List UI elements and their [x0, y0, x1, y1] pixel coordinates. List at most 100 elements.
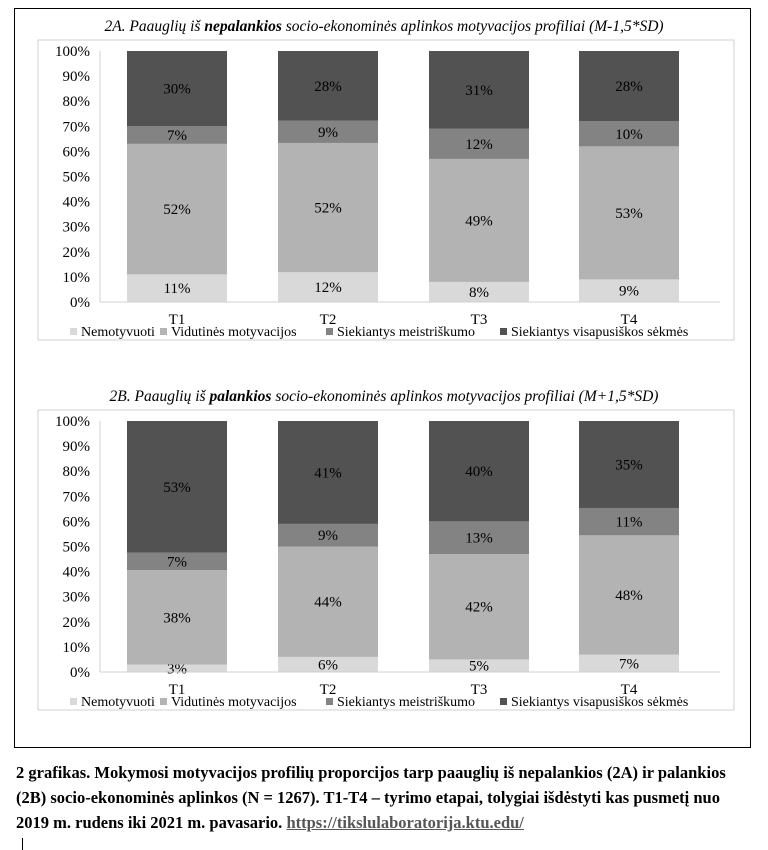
y-tick-label: 0%	[70, 665, 90, 681]
data-label: 8%	[469, 285, 489, 301]
chart-title: 2A. Paauglių iš nepalankios socio-ekonom…	[104, 18, 663, 35]
legend-label: Nemotyvuoti	[81, 325, 155, 340]
bar-segment	[579, 507, 679, 536]
chart-title-part: 2A. Paauglių iš	[104, 18, 204, 35]
legend-swatch	[160, 698, 167, 705]
y-tick-label: 30%	[63, 590, 91, 606]
bar-segment	[579, 654, 679, 672]
data-label: 11%	[164, 281, 191, 297]
bar-segment	[429, 659, 529, 672]
y-tick-label: 20%	[63, 615, 91, 631]
data-label: 28%	[314, 79, 342, 95]
bar-segment	[579, 121, 679, 147]
legend-label: Siekiantys visapusiškos sėkmės	[511, 325, 688, 340]
chart-title-part: nepalankios	[204, 18, 282, 35]
bar-segment	[579, 279, 679, 302]
data-label: 53%	[615, 206, 643, 222]
bar-segment	[429, 421, 529, 522]
y-tick-label: 100%	[55, 414, 90, 430]
bar-segment	[127, 51, 227, 127]
bar-segment	[278, 142, 378, 273]
bar-segment	[278, 120, 378, 143]
y-tick-label: 40%	[63, 565, 91, 581]
y-tick-label: 80%	[63, 94, 91, 110]
legend-swatch	[326, 698, 333, 705]
y-tick-label: 0%	[70, 295, 90, 311]
caption-text: 2 grafikas. Mokymosi motyvacijos profili…	[16, 763, 726, 832]
legend-swatch	[70, 328, 77, 335]
bar-segment	[429, 554, 529, 660]
data-label: 13%	[465, 531, 493, 547]
bar-segment	[278, 656, 378, 672]
bar-segment	[127, 126, 227, 144]
data-label: 9%	[619, 284, 639, 300]
data-label: 9%	[318, 125, 338, 141]
bar-segment	[127, 552, 227, 571]
data-label: 48%	[615, 588, 643, 604]
data-label: 12%	[314, 280, 342, 296]
y-tick-label: 30%	[63, 220, 91, 236]
chart-title-part: palankios	[207, 388, 271, 405]
x-tick-label: T2	[320, 312, 337, 328]
bar-segment	[278, 51, 378, 121]
y-tick-label: 50%	[63, 170, 91, 186]
data-label: 44%	[314, 595, 342, 611]
y-tick-label: 80%	[63, 464, 91, 480]
bar-segment	[579, 51, 679, 122]
data-label: 7%	[167, 128, 187, 144]
y-tick-label: 90%	[63, 69, 91, 85]
legend-label: Vidutinės motyvacijos	[171, 695, 297, 710]
data-label: 10%	[615, 127, 643, 143]
y-tick-label: 60%	[63, 514, 91, 530]
legend-label: Siekiantys visapusiškos sėkmės	[511, 695, 688, 710]
bar-segment	[579, 146, 679, 280]
bar-segment	[579, 421, 679, 508]
legend-swatch	[160, 328, 167, 335]
data-label: 30%	[163, 82, 191, 98]
legend-swatch	[326, 328, 333, 335]
chart-2b: 2B. Paauglių iš palankios socio-ekonomin…	[37, 388, 735, 711]
bar-segment	[278, 272, 378, 302]
chart-title: 2B. Paauglių iš palankios socio-ekonomin…	[110, 388, 659, 405]
bar-segment	[579, 535, 679, 655]
caption-link[interactable]: https://tikslulaboratorija.ktu.edu/	[286, 813, 524, 832]
x-tick-label: T4	[621, 312, 638, 328]
data-label: 28%	[615, 79, 643, 95]
bar-segment	[429, 128, 529, 159]
data-label: 40%	[465, 464, 493, 480]
bar-segment	[127, 570, 227, 665]
data-label: 12%	[465, 137, 493, 153]
legend-label: Siekiantys meistriškumo	[337, 695, 475, 710]
data-label: 52%	[314, 201, 342, 217]
data-label: 49%	[465, 213, 493, 229]
chart-2a: 2A. Paauglių iš nepalankios socio-ekonom…	[37, 18, 735, 341]
data-label: 9%	[318, 528, 338, 544]
bar-segment	[127, 664, 227, 672]
figure-caption: 2 grafikas. Mokymosi motyvacijos profili…	[16, 760, 746, 835]
y-tick-label: 40%	[63, 195, 91, 211]
data-label: 42%	[465, 600, 493, 616]
data-label: 6%	[318, 657, 338, 673]
chart-title-part: 2B. Paauglių iš	[110, 388, 210, 405]
figure-frame	[14, 8, 751, 748]
y-tick-label: 20%	[63, 245, 91, 261]
x-tick-label: T1	[169, 682, 186, 698]
text-cursor	[22, 838, 23, 850]
data-label: 53%	[163, 480, 191, 496]
y-tick-label: 60%	[63, 144, 91, 160]
x-tick-label: T1	[169, 312, 186, 328]
data-label: 31%	[465, 83, 493, 99]
x-tick-label: T3	[471, 312, 488, 328]
data-label: 41%	[314, 465, 342, 481]
data-label: 5%	[469, 659, 489, 675]
y-tick-label: 10%	[63, 640, 91, 656]
x-tick-label: T2	[320, 682, 337, 698]
chart-title-part: socio-ekonominės aplinkos motyvacijos pr…	[271, 388, 658, 405]
data-label: 11%	[616, 515, 643, 531]
data-label: 7%	[619, 656, 639, 672]
legend-label: Nemotyvuoti	[81, 695, 155, 710]
bar-segment	[429, 521, 529, 555]
bar-segment	[429, 281, 529, 302]
data-label: 38%	[163, 610, 191, 626]
chart-title-part: socio-ekonominės aplinkos motyvacijos pr…	[282, 18, 664, 35]
